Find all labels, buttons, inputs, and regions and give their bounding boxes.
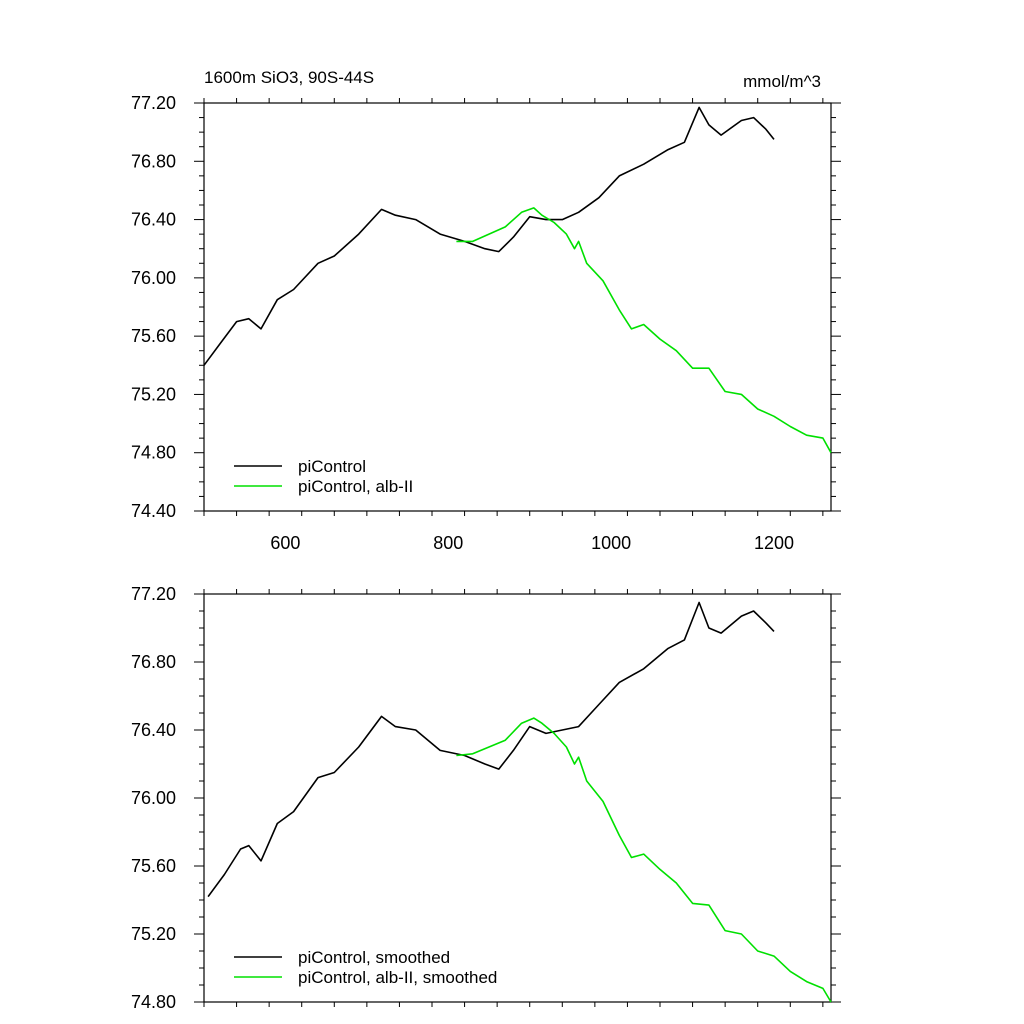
y-tick-label: 77.20 — [131, 584, 176, 604]
series-line-2 — [456, 717, 832, 1003]
x-tick-label: 800 — [433, 533, 463, 553]
y-tick-label: 77.20 — [131, 93, 176, 113]
legend-label-2: piControl, alb-II — [298, 477, 413, 496]
y-tick-label: 76.00 — [131, 788, 176, 808]
legend-label-1: piControl — [298, 457, 366, 476]
chart-panel-2: 74.80 75.20 75.60 76.00 76.40 76.80 77.20 piCon… — [131, 584, 841, 1012]
y-tick-label: 74.80 — [131, 443, 176, 463]
chart-title: 1600m SiO3, 90S-44S — [204, 68, 374, 87]
y-tick-label: 76.00 — [131, 268, 176, 288]
y-tick-label: 76.40 — [131, 210, 176, 230]
series-line-1 — [207, 601, 775, 898]
x-tick-label: 1000 — [591, 533, 631, 553]
chart-panel-1: 600 800 1000 1200 74.40 74.80 75.20 75.60 76.00 7… — [131, 68, 841, 553]
series-line-1 — [203, 106, 775, 366]
legend-label-1: piControl, smoothed — [298, 948, 450, 967]
y-tick-label: 76.80 — [131, 151, 176, 171]
plot-frame — [203, 102, 832, 512]
y-tick-label: 75.60 — [131, 326, 176, 346]
y-tick-label: 75.60 — [131, 856, 176, 876]
plot-frame — [203, 593, 832, 1003]
x-tick-label: 1200 — [754, 533, 794, 553]
chart-units: mmol/m^3 — [743, 72, 821, 91]
y-tick-label: 75.20 — [131, 924, 176, 944]
y-tick-label: 76.80 — [131, 652, 176, 672]
y-tick-label: 75.20 — [131, 384, 176, 404]
x-tick-label: 600 — [270, 533, 300, 553]
y-tick-label: 74.80 — [131, 992, 176, 1012]
series-line-2 — [456, 207, 832, 454]
legend-label-2: piControl, alb-II, smoothed — [298, 968, 497, 987]
y-tick-label: 76.40 — [131, 720, 176, 740]
y-tick-label: 74.40 — [131, 501, 176, 521]
